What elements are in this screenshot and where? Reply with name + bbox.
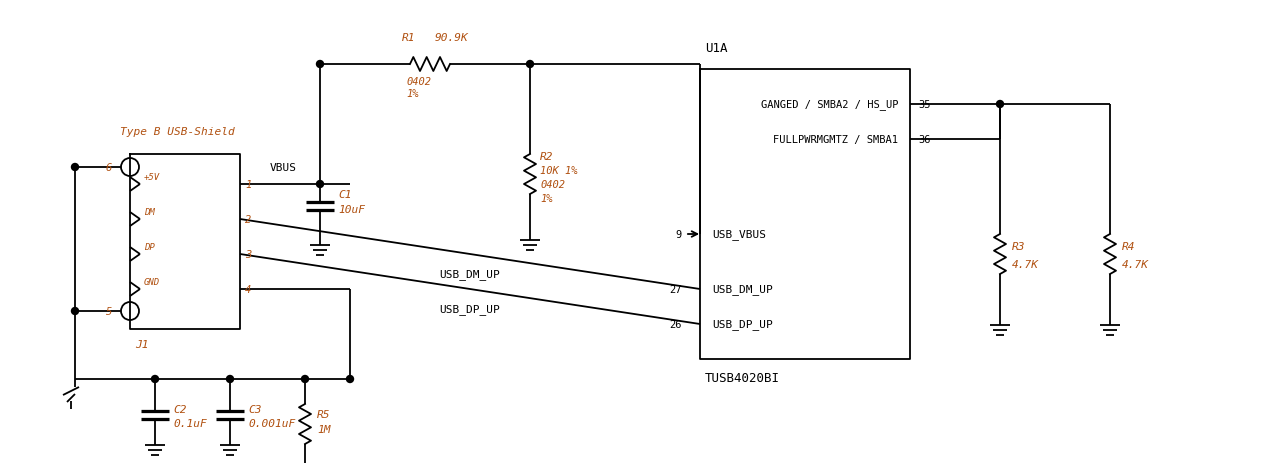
Text: 1: 1 — [245, 180, 251, 189]
Text: 90.9K: 90.9K — [435, 33, 469, 43]
Circle shape — [317, 62, 323, 69]
Text: C1: C1 — [338, 189, 351, 200]
Circle shape — [71, 164, 79, 171]
Circle shape — [317, 181, 323, 188]
Circle shape — [997, 101, 1003, 108]
Text: Type B USB-Shield: Type B USB-Shield — [120, 127, 234, 137]
Text: 6: 6 — [105, 163, 111, 173]
Text: 26: 26 — [669, 319, 682, 329]
Text: USB_DP_UP: USB_DP_UP — [712, 319, 773, 330]
Circle shape — [71, 308, 79, 315]
Text: J1: J1 — [136, 339, 148, 349]
Text: +5V: +5V — [144, 173, 160, 181]
Text: 1M: 1M — [317, 424, 331, 434]
Text: GANGED / SMBA2 / HS_UP: GANGED / SMBA2 / HS_UP — [760, 100, 898, 110]
Text: FULLPWRMGMTZ / SMBA1: FULLPWRMGMTZ / SMBA1 — [773, 135, 898, 144]
Text: USB_DM_UP: USB_DM_UP — [712, 284, 773, 295]
Text: USB_DP_UP: USB_DP_UP — [440, 303, 500, 314]
Text: 0402: 0402 — [405, 77, 431, 87]
Text: U1A: U1A — [704, 42, 727, 55]
Text: USB_DM_UP: USB_DM_UP — [440, 269, 500, 279]
Text: 5: 5 — [105, 307, 111, 316]
Text: R4: R4 — [1123, 242, 1135, 251]
Text: 35: 35 — [919, 100, 930, 110]
Circle shape — [302, 375, 308, 383]
Text: DM: DM — [144, 207, 155, 217]
Text: 1%: 1% — [540, 194, 552, 204]
Text: DP: DP — [144, 243, 155, 251]
Text: 1%: 1% — [405, 89, 418, 99]
Text: R5: R5 — [317, 409, 331, 419]
Text: R2: R2 — [540, 152, 554, 162]
Text: 4.7K: 4.7K — [1012, 259, 1039, 269]
Text: 10uF: 10uF — [338, 205, 365, 214]
Text: TUSB4020BI: TUSB4020BI — [704, 371, 780, 384]
Text: 0.001uF: 0.001uF — [248, 418, 295, 428]
Text: R3: R3 — [1012, 242, 1025, 251]
Text: 9: 9 — [675, 230, 682, 239]
Text: 3: 3 — [245, 250, 251, 259]
Text: 4: 4 — [245, 284, 251, 294]
Circle shape — [346, 375, 353, 383]
Circle shape — [227, 375, 233, 383]
Text: VBUS: VBUS — [270, 163, 296, 173]
Text: 0.1uF: 0.1uF — [174, 418, 207, 428]
Text: USB_VBUS: USB_VBUS — [712, 229, 767, 240]
Text: 4.7K: 4.7K — [1123, 259, 1149, 269]
Text: R1: R1 — [402, 33, 416, 43]
Text: 0402: 0402 — [540, 180, 565, 189]
Circle shape — [152, 375, 158, 383]
Circle shape — [527, 62, 533, 69]
Text: C3: C3 — [248, 404, 261, 414]
Text: GND: GND — [144, 277, 160, 287]
Text: 2: 2 — [245, 214, 251, 225]
Text: 36: 36 — [919, 135, 930, 144]
Text: C2: C2 — [174, 404, 186, 414]
Text: 27: 27 — [669, 284, 682, 294]
Text: 10K 1%: 10K 1% — [540, 166, 578, 175]
